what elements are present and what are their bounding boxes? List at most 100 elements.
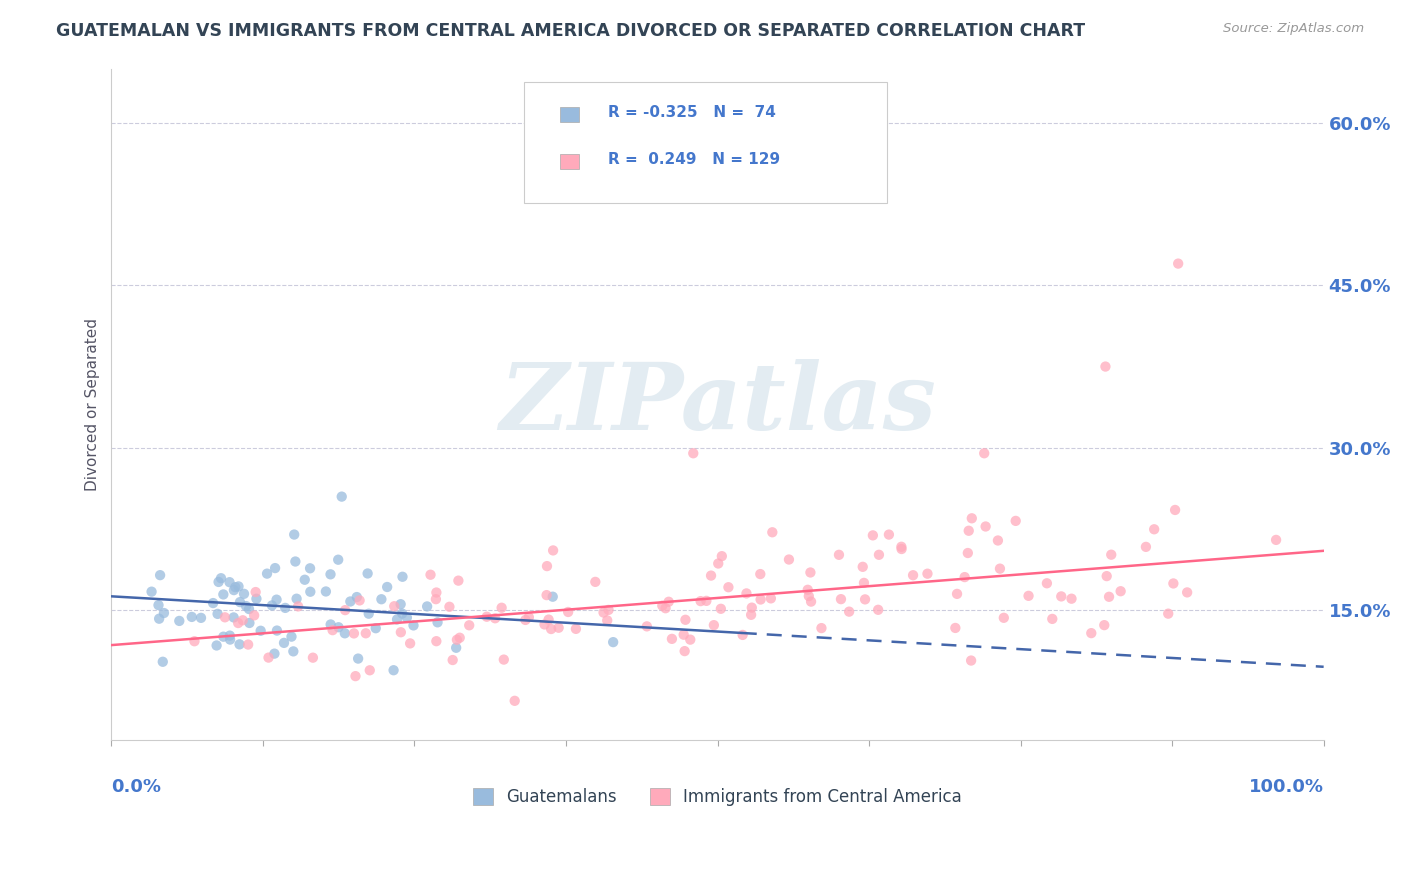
FancyBboxPatch shape [560,107,579,121]
Point [1109,584,1132,599]
Point [425,585,447,599]
Point [287,599,309,614]
Point [245,585,267,599]
Point [395,610,418,624]
Point [799,566,821,580]
Point [207,607,229,621]
Point [389,597,412,611]
Point [1080,626,1102,640]
Point [299,584,322,599]
Point [852,575,875,590]
Point [283,527,305,541]
Point [190,611,212,625]
Point [862,528,884,542]
Point [710,602,733,616]
Point [1094,359,1116,374]
Point [319,567,342,582]
Point [238,615,260,630]
Point [219,632,242,647]
Point [419,567,441,582]
Point [273,636,295,650]
Point [682,446,704,460]
Point [565,622,588,636]
Point [256,566,278,581]
Text: R = -0.325   N =  74: R = -0.325 N = 74 [609,105,776,120]
Point [956,546,979,560]
Point [153,606,176,620]
Point [1265,533,1288,547]
Point [214,610,236,624]
Point [1143,522,1166,536]
Point [868,548,890,562]
Point [339,594,361,608]
Point [583,574,606,589]
Point [319,617,342,632]
Point [245,591,267,606]
Point [672,628,695,642]
Point [226,615,249,630]
Point [266,592,288,607]
Point [357,607,380,621]
Point [503,694,526,708]
Legend: Guatemalans, Immigrants from Central America: Guatemalans, Immigrants from Central Ame… [467,781,969,813]
Point [1095,569,1118,583]
Point [661,632,683,646]
Point [800,594,823,608]
Point [364,621,387,635]
Point [679,632,702,647]
Point [284,554,307,568]
Point [354,626,377,640]
Point [330,490,353,504]
Point [370,592,392,607]
Point [349,593,371,607]
Point [399,636,422,650]
Point [707,557,730,571]
Point [491,600,513,615]
Point [761,525,783,540]
Point [838,605,860,619]
Point [333,626,356,640]
Point [877,527,900,541]
Point [169,614,191,628]
Point [425,592,447,607]
Point [218,629,240,643]
Point [212,587,235,601]
Point [1167,257,1189,271]
Point [943,621,966,635]
Point [382,663,405,677]
Point [759,591,782,606]
Point [492,652,515,666]
Point [218,575,240,590]
Point [540,622,562,636]
Point [973,446,995,460]
Point [1060,591,1083,606]
Point [416,599,439,614]
Point [382,599,405,614]
Point [212,630,235,644]
Point [315,584,337,599]
Point [797,589,820,603]
Point [180,610,202,624]
Point [322,623,344,637]
Point [557,605,579,619]
Point [710,549,733,564]
Text: 0.0%: 0.0% [111,779,162,797]
Point [946,587,969,601]
Point [299,561,322,575]
Point [1099,548,1122,562]
Point [346,590,368,604]
Point [222,583,245,598]
Point [1040,612,1063,626]
Point [974,519,997,533]
Point [541,590,564,604]
Point [343,626,366,640]
Point [148,598,170,612]
Point [636,619,658,633]
Point [515,613,537,627]
Point [536,559,558,574]
Point [475,609,498,624]
Point [988,561,1011,575]
Point [890,541,912,556]
Point [749,592,772,607]
Point [673,644,696,658]
